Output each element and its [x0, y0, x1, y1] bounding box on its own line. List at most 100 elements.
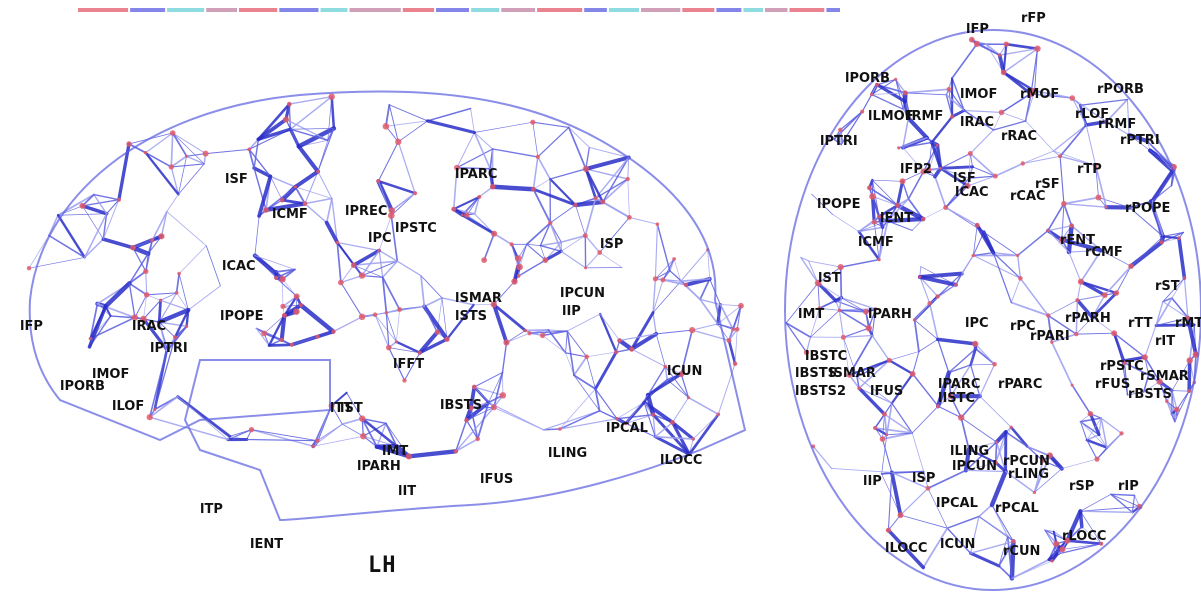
region-label: lPOPE: [220, 309, 263, 324]
network-node: [328, 93, 335, 100]
sagittal-outline: [28, 90, 747, 522]
network-edge: [148, 349, 168, 418]
network-edge: [1090, 291, 1118, 319]
network-edge: [998, 540, 1015, 567]
network-edge: [172, 132, 207, 155]
header-stripe-segment: [501, 8, 536, 12]
network-edge: [1063, 203, 1107, 208]
network-edge: [583, 155, 631, 171]
network-edge: [1126, 98, 1130, 136]
network-edge: [1024, 93, 1032, 122]
network-node: [857, 386, 861, 391]
network-edge: [868, 187, 880, 218]
network-node: [912, 318, 917, 322]
network-edge: [473, 196, 481, 215]
network-edge: [384, 103, 391, 128]
region-label: rPCUN: [1003, 454, 1050, 469]
network-edge: [146, 292, 178, 296]
network-node: [582, 233, 588, 239]
network-edge: [568, 126, 590, 148]
network-edge: [106, 199, 120, 215]
network-edge: [340, 274, 363, 284]
network-edge: [831, 467, 893, 473]
network-edge: [275, 268, 296, 279]
network-node: [846, 372, 852, 378]
region-label: rRAC: [1001, 129, 1037, 144]
network-edge: [911, 405, 939, 434]
network-edge: [296, 144, 320, 174]
network-edge: [460, 213, 496, 236]
network-edge: [332, 316, 363, 333]
network-edge: [318, 423, 343, 441]
network-node: [899, 178, 906, 185]
network-node: [126, 141, 132, 147]
network-edge: [599, 252, 623, 268]
network-node: [460, 213, 464, 217]
network-edge: [861, 93, 873, 113]
network-node: [417, 350, 422, 355]
network-edge: [937, 405, 962, 419]
region-label: lMT: [382, 444, 408, 459]
network-node: [382, 123, 390, 130]
network-edge: [312, 435, 364, 447]
region-label: lBSTS: [440, 398, 482, 413]
network-edge: [294, 186, 306, 205]
network-edge: [1080, 493, 1112, 512]
network-edge: [871, 179, 880, 218]
network-edge: [857, 230, 881, 261]
network-edge: [173, 308, 190, 339]
network-node: [838, 127, 843, 132]
network-edge: [1063, 202, 1073, 227]
network-edge: [470, 108, 475, 133]
region-label: rIP: [1118, 479, 1139, 494]
network-node: [280, 303, 286, 309]
network-edge: [628, 216, 658, 225]
network-edge: [1086, 439, 1098, 460]
network-node: [283, 116, 289, 123]
network-edge: [524, 329, 550, 332]
network-edge: [944, 206, 978, 226]
network-edge: [785, 282, 819, 324]
network-node: [279, 197, 285, 203]
network-edge: [388, 104, 399, 143]
network-edge: [1176, 390, 1190, 411]
network-edge: [970, 364, 981, 397]
region-label: lIP: [863, 474, 882, 489]
network-edge: [1110, 493, 1141, 508]
network-edge: [800, 256, 819, 284]
network-edge: [422, 304, 450, 342]
network-node: [920, 168, 927, 175]
network-node: [869, 193, 876, 200]
region-label: lCMF: [858, 235, 894, 250]
network-node: [402, 378, 407, 383]
region-label: lLING: [950, 444, 989, 459]
network-edge: [887, 471, 893, 531]
network-edge: [1144, 324, 1157, 358]
network-node: [384, 311, 389, 315]
network-edge: [340, 264, 355, 283]
network-edge: [374, 314, 397, 343]
network-node: [1009, 425, 1013, 429]
network-edge: [279, 313, 287, 342]
network-edge: [128, 252, 149, 285]
header-stripe-segment: [206, 8, 237, 12]
network-edge: [1050, 341, 1073, 386]
network-edge: [248, 148, 272, 178]
network-node: [289, 342, 294, 347]
network-edge: [543, 249, 563, 262]
network-edge: [246, 438, 319, 442]
network-edge: [483, 232, 495, 261]
network-edge: [257, 174, 273, 218]
network-edge: [871, 334, 890, 361]
network-edge: [616, 402, 645, 420]
network-edge: [857, 226, 884, 233]
network-edge: [1183, 277, 1189, 319]
network-edge: [57, 213, 107, 216]
network-edge: [994, 441, 998, 464]
network-node: [1064, 537, 1071, 544]
network-edge: [838, 309, 844, 338]
network-node: [1122, 360, 1127, 365]
network-node: [1104, 205, 1108, 209]
network-edge: [946, 515, 980, 529]
network-node: [950, 114, 955, 119]
